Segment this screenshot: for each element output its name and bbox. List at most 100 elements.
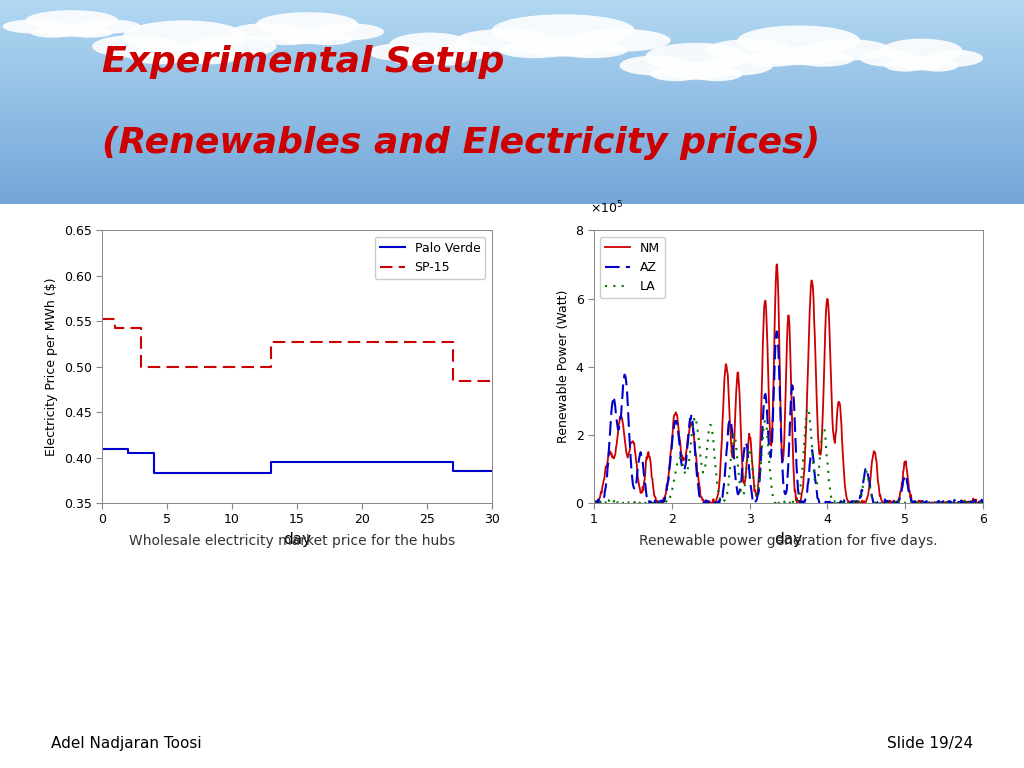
SP-15 bbox=[433, 338, 445, 347]
Ellipse shape bbox=[26, 10, 118, 31]
Legend: NM, AZ, LA: NM, AZ, LA bbox=[600, 237, 666, 298]
Ellipse shape bbox=[743, 51, 805, 67]
Palo Verde bbox=[213, 468, 225, 478]
Ellipse shape bbox=[556, 42, 628, 58]
LA bbox=[688, 415, 700, 424]
NM bbox=[882, 498, 894, 507]
Ellipse shape bbox=[261, 33, 312, 45]
Ellipse shape bbox=[707, 39, 793, 61]
LA bbox=[977, 498, 989, 508]
Ellipse shape bbox=[897, 56, 946, 71]
Ellipse shape bbox=[426, 53, 467, 65]
Palo Verde bbox=[446, 458, 459, 467]
Line: AZ: AZ bbox=[594, 332, 983, 503]
Ellipse shape bbox=[691, 67, 742, 81]
NM bbox=[818, 349, 830, 359]
X-axis label: day: day bbox=[774, 532, 803, 547]
Ellipse shape bbox=[77, 19, 141, 34]
SP-15 bbox=[265, 362, 278, 372]
Ellipse shape bbox=[190, 35, 276, 58]
Ellipse shape bbox=[230, 23, 302, 40]
Ellipse shape bbox=[860, 50, 918, 67]
Y-axis label: Electricity Price per MWh ($): Electricity Price per MWh ($) bbox=[45, 277, 58, 456]
Ellipse shape bbox=[31, 28, 77, 38]
NM bbox=[765, 437, 777, 446]
LA bbox=[802, 403, 814, 412]
LA bbox=[590, 498, 602, 508]
SP-15 bbox=[485, 376, 498, 386]
Ellipse shape bbox=[793, 51, 854, 67]
Text: Adel Nadjaran Toosi: Adel Nadjaran Toosi bbox=[51, 736, 202, 751]
AZ bbox=[849, 498, 861, 508]
SP-15 bbox=[135, 362, 147, 372]
NM bbox=[657, 494, 670, 503]
SP-15 bbox=[96, 314, 109, 323]
AZ bbox=[977, 498, 989, 507]
Line: SP-15: SP-15 bbox=[102, 319, 492, 381]
Palo Verde bbox=[446, 467, 459, 476]
LA bbox=[818, 425, 830, 435]
Ellipse shape bbox=[3, 19, 68, 34]
Text: Wholesale electricity market price for the hubs: Wholesale electricity market price for t… bbox=[129, 534, 455, 548]
Ellipse shape bbox=[881, 38, 963, 63]
Ellipse shape bbox=[68, 28, 114, 38]
Ellipse shape bbox=[312, 23, 384, 40]
AZ bbox=[657, 498, 670, 507]
AZ bbox=[688, 441, 700, 450]
LA bbox=[882, 498, 894, 508]
Text: (Renewables and Electricity prices): (Renewables and Electricity prices) bbox=[102, 126, 820, 161]
LA bbox=[657, 498, 670, 507]
NM bbox=[589, 498, 601, 508]
Ellipse shape bbox=[492, 15, 635, 47]
AZ bbox=[882, 497, 894, 506]
Ellipse shape bbox=[178, 48, 240, 65]
Ellipse shape bbox=[570, 29, 671, 51]
LA bbox=[588, 498, 600, 507]
Palo Verde bbox=[96, 444, 109, 453]
Ellipse shape bbox=[369, 44, 426, 61]
SP-15 bbox=[110, 314, 122, 323]
Ellipse shape bbox=[44, 25, 99, 37]
Ellipse shape bbox=[645, 43, 748, 71]
SP-15 bbox=[446, 376, 459, 386]
Ellipse shape bbox=[406, 50, 455, 65]
AZ bbox=[589, 498, 601, 508]
SP-15 bbox=[446, 369, 459, 378]
Ellipse shape bbox=[276, 29, 338, 44]
SP-15 bbox=[110, 323, 122, 333]
X-axis label: day: day bbox=[283, 532, 311, 547]
Palo Verde bbox=[213, 468, 225, 478]
Line: NM: NM bbox=[594, 264, 983, 503]
SP-15 bbox=[135, 358, 147, 367]
NM bbox=[849, 498, 861, 508]
Ellipse shape bbox=[737, 25, 860, 56]
Ellipse shape bbox=[456, 29, 556, 51]
Ellipse shape bbox=[762, 47, 836, 65]
AZ bbox=[818, 498, 830, 508]
Ellipse shape bbox=[805, 39, 891, 61]
LA bbox=[849, 498, 861, 508]
Text: $\times10^5$: $\times10^5$ bbox=[590, 200, 624, 217]
Text: Experimental Setup: Experimental Setup bbox=[102, 45, 505, 79]
Ellipse shape bbox=[885, 59, 926, 71]
Line: Palo Verde: Palo Verde bbox=[102, 449, 492, 473]
Ellipse shape bbox=[92, 35, 178, 58]
Text: Renewable power generation for five days.: Renewable power generation for five days… bbox=[639, 534, 938, 548]
Ellipse shape bbox=[256, 12, 358, 37]
Ellipse shape bbox=[499, 42, 570, 58]
NM bbox=[588, 496, 600, 505]
LA bbox=[765, 472, 777, 482]
Palo Verde bbox=[148, 449, 161, 458]
Palo Verde bbox=[122, 449, 134, 458]
Legend: Palo Verde, SP-15: Palo Verde, SP-15 bbox=[375, 237, 485, 279]
Ellipse shape bbox=[620, 55, 691, 75]
Ellipse shape bbox=[129, 48, 190, 65]
NM bbox=[771, 260, 783, 269]
Palo Verde bbox=[265, 458, 278, 467]
Ellipse shape bbox=[918, 59, 958, 71]
Ellipse shape bbox=[701, 55, 773, 75]
AZ bbox=[770, 327, 782, 336]
AZ bbox=[588, 498, 600, 507]
Palo Verde bbox=[148, 468, 161, 478]
SP-15 bbox=[265, 338, 278, 347]
